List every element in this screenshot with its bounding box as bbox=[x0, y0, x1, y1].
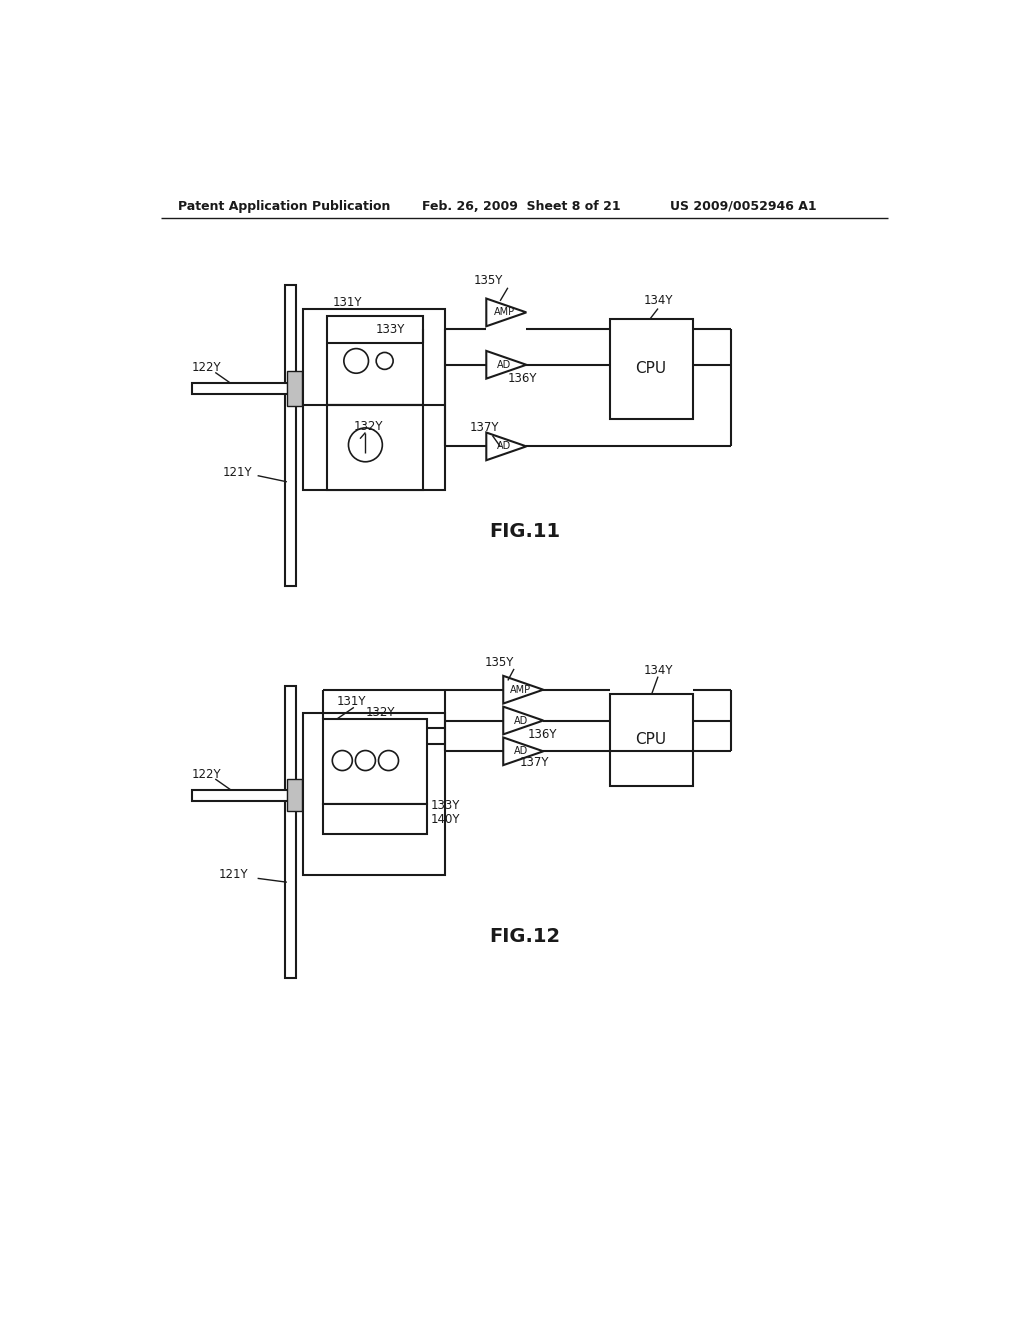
Text: 132Y: 132Y bbox=[366, 706, 395, 719]
Text: 133Y: 133Y bbox=[431, 799, 460, 812]
Bar bbox=[286, 285, 296, 586]
Text: 121Y: 121Y bbox=[223, 466, 253, 479]
Bar bbox=[327, 405, 423, 490]
Text: CPU: CPU bbox=[636, 362, 667, 376]
Text: 122Y: 122Y bbox=[193, 360, 222, 374]
Bar bbox=[323, 719, 427, 804]
Text: CPU: CPU bbox=[636, 733, 667, 747]
Bar bbox=[287, 371, 302, 407]
Bar bbox=[323, 804, 427, 834]
Text: AD: AD bbox=[514, 715, 528, 726]
Text: FIG.12: FIG.12 bbox=[489, 927, 560, 945]
Bar bbox=[327, 317, 423, 405]
Text: US 2009/0052946 A1: US 2009/0052946 A1 bbox=[670, 199, 816, 213]
Text: 135Y: 135Y bbox=[473, 273, 503, 286]
Text: AMP: AMP bbox=[494, 308, 515, 317]
Text: 132Y: 132Y bbox=[354, 420, 383, 433]
Text: 140Y: 140Y bbox=[431, 813, 461, 825]
Text: AD: AD bbox=[497, 360, 511, 370]
Bar bbox=[193, 383, 289, 395]
Bar bbox=[303, 309, 445, 490]
Text: Patent Application Publication: Patent Application Publication bbox=[178, 199, 391, 213]
Text: 136Y: 136Y bbox=[528, 727, 557, 741]
Bar bbox=[193, 789, 289, 800]
Text: 131Y: 131Y bbox=[333, 296, 362, 309]
Text: AMP: AMP bbox=[510, 685, 531, 694]
Text: 133Y: 133Y bbox=[376, 323, 404, 335]
Bar bbox=[609, 318, 692, 418]
Text: AD: AD bbox=[497, 441, 511, 451]
Bar bbox=[287, 779, 302, 812]
Text: 137Y: 137Y bbox=[470, 421, 500, 434]
Text: 122Y: 122Y bbox=[193, 768, 222, 781]
Bar bbox=[609, 693, 692, 785]
Text: 135Y: 135Y bbox=[484, 656, 514, 669]
Bar bbox=[303, 713, 445, 875]
Text: 136Y: 136Y bbox=[508, 372, 538, 385]
Text: 137Y: 137Y bbox=[519, 756, 549, 770]
Text: 134Y: 134Y bbox=[644, 664, 674, 677]
Text: 131Y: 131Y bbox=[337, 694, 367, 708]
Text: FIG.11: FIG.11 bbox=[489, 523, 560, 541]
Text: AD: AD bbox=[514, 746, 528, 756]
Bar bbox=[286, 686, 296, 978]
Text: 134Y: 134Y bbox=[644, 294, 674, 308]
Text: 121Y: 121Y bbox=[219, 869, 249, 880]
Text: Feb. 26, 2009  Sheet 8 of 21: Feb. 26, 2009 Sheet 8 of 21 bbox=[422, 199, 621, 213]
